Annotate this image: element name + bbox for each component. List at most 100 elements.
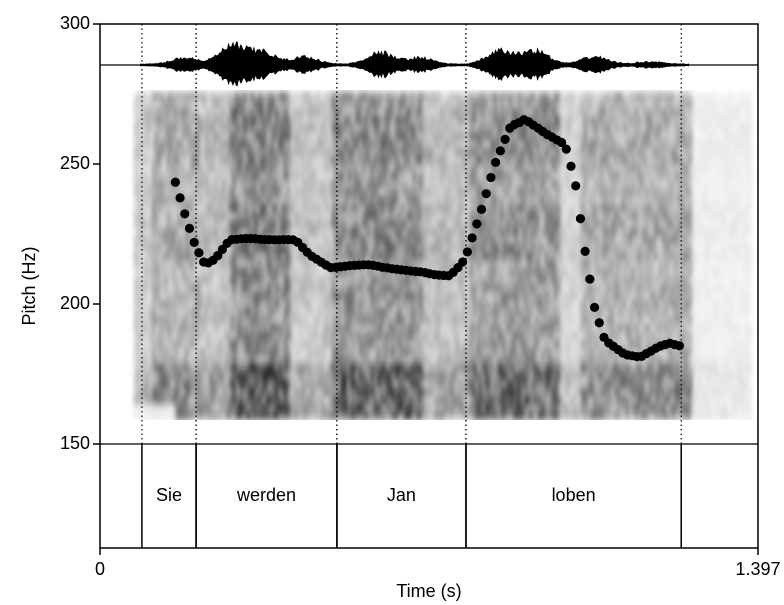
- spectrogram-cell: [449, 196, 452, 204]
- spectrogram-cell: [314, 324, 317, 332]
- spectrogram-cell: [386, 396, 389, 404]
- spectrogram-cell: [446, 148, 449, 156]
- spectrogram-cell: [293, 276, 296, 284]
- spectrogram-cell: [236, 116, 239, 124]
- spectrogram-cell: [269, 284, 272, 292]
- spectrogram-cell: [347, 372, 350, 380]
- spectrogram-cell: [212, 300, 215, 308]
- spectrogram-cell: [416, 308, 419, 316]
- spectrogram-cell: [314, 332, 317, 340]
- spectrogram-cell: [494, 292, 497, 300]
- spectrogram-cell: [209, 140, 212, 148]
- spectrogram-cell: [392, 348, 395, 356]
- spectrogram-cell: [305, 348, 308, 356]
- spectrogram-cell: [200, 308, 203, 316]
- spectrogram-cell: [200, 172, 203, 180]
- spectrogram-cell: [440, 292, 443, 300]
- spectrogram-cell: [326, 204, 329, 212]
- spectrogram-cell: [338, 380, 341, 388]
- spectrogram-cell: [236, 364, 239, 372]
- spectrogram-cell: [230, 124, 233, 132]
- spectrogram-cell: [452, 188, 455, 196]
- spectrogram-cell: [461, 124, 464, 132]
- spectrogram-cell: [176, 284, 179, 292]
- spectrogram-cell: [227, 284, 230, 292]
- spectrogram-cell: [419, 212, 422, 220]
- spectrogram-cell: [215, 396, 218, 404]
- spectrogram-cell: [455, 316, 458, 324]
- spectrogram-cell: [158, 260, 161, 268]
- spectrogram-cell: [257, 188, 260, 196]
- spectrogram-cell: [182, 116, 185, 124]
- spectrogram-cell: [182, 388, 185, 396]
- spectrogram-cell: [437, 212, 440, 220]
- spectrogram-cell: [233, 308, 236, 316]
- spectrogram-cell: [452, 356, 455, 364]
- spectrogram-cell: [242, 116, 245, 124]
- spectrogram-cell: [410, 132, 413, 140]
- spectrogram-cell: [161, 292, 164, 300]
- spectrogram-cell: [386, 228, 389, 236]
- spectrogram-cell: [374, 196, 377, 204]
- spectrogram-cell: [341, 252, 344, 260]
- spectrogram-cell: [389, 124, 392, 132]
- spectrogram-cell: [257, 364, 260, 372]
- spectrogram-cell: [188, 388, 191, 396]
- spectrogram-cell: [173, 204, 176, 212]
- spectrogram-cell: [164, 164, 167, 172]
- spectrogram-cell: [227, 212, 230, 220]
- spectrogram-cell: [467, 348, 470, 356]
- spectrogram-cell: [380, 396, 383, 404]
- spectrogram-cell: [263, 412, 266, 420]
- spectrogram-cell: [446, 404, 449, 412]
- spectrogram-cell: [266, 332, 269, 340]
- spectrogram-cell: [224, 156, 227, 164]
- spectrogram-cell: [242, 284, 245, 292]
- spectrogram-cell: [308, 292, 311, 300]
- spectrogram-cell: [425, 148, 428, 156]
- spectrogram-cell: [380, 412, 383, 420]
- spectrogram-cell: [410, 276, 413, 284]
- spectrogram-cell: [416, 276, 419, 284]
- spectrogram-cell: [371, 228, 374, 236]
- spectrogram-cell: [362, 100, 365, 108]
- spectrogram-cell: [173, 300, 176, 308]
- spectrogram-cell: [233, 292, 236, 300]
- spectrogram-cell: [320, 196, 323, 204]
- spectrogram-cell: [455, 404, 458, 412]
- spectrogram-cell: [203, 308, 206, 316]
- spectrogram-cell: [137, 276, 140, 284]
- spectrogram-cell: [149, 340, 152, 348]
- spectrogram-cell: [152, 228, 155, 236]
- spectrogram-cell: [188, 172, 191, 180]
- spectrogram-cell: [488, 156, 491, 164]
- spectrogram-cell: [203, 92, 206, 100]
- spectrogram-cell: [266, 252, 269, 260]
- spectrogram-cell: [353, 364, 356, 372]
- spectrogram-cell: [227, 372, 230, 380]
- spectrogram-cell: [386, 244, 389, 252]
- spectrogram-cell: [344, 108, 347, 116]
- spectrogram-cell: [362, 92, 365, 100]
- spectrogram-cell: [470, 324, 473, 332]
- spectrogram-cell: [452, 412, 455, 420]
- spectrogram-cell: [488, 316, 491, 324]
- spectrogram-cell: [377, 172, 380, 180]
- spectrogram-cell: [356, 380, 359, 388]
- spectrogram-cell: [266, 284, 269, 292]
- spectrogram-cell: [176, 276, 179, 284]
- spectrogram-cell: [206, 116, 209, 124]
- spectrogram-cell: [296, 204, 299, 212]
- spectrogram-cell: [215, 140, 218, 148]
- spectrogram-cell: [362, 292, 365, 300]
- spectrogram-cell: [383, 140, 386, 148]
- spectrogram-cell: [152, 364, 155, 372]
- spectrogram-cell: [395, 212, 398, 220]
- spectrogram-cell: [467, 356, 470, 364]
- spectrogram-cell: [362, 396, 365, 404]
- spectrogram-cell: [455, 236, 458, 244]
- spectrogram-cell: [236, 188, 239, 196]
- spectrogram-cell: [284, 324, 287, 332]
- spectrogram-cell: [332, 388, 335, 396]
- spectrogram-cell: [272, 244, 275, 252]
